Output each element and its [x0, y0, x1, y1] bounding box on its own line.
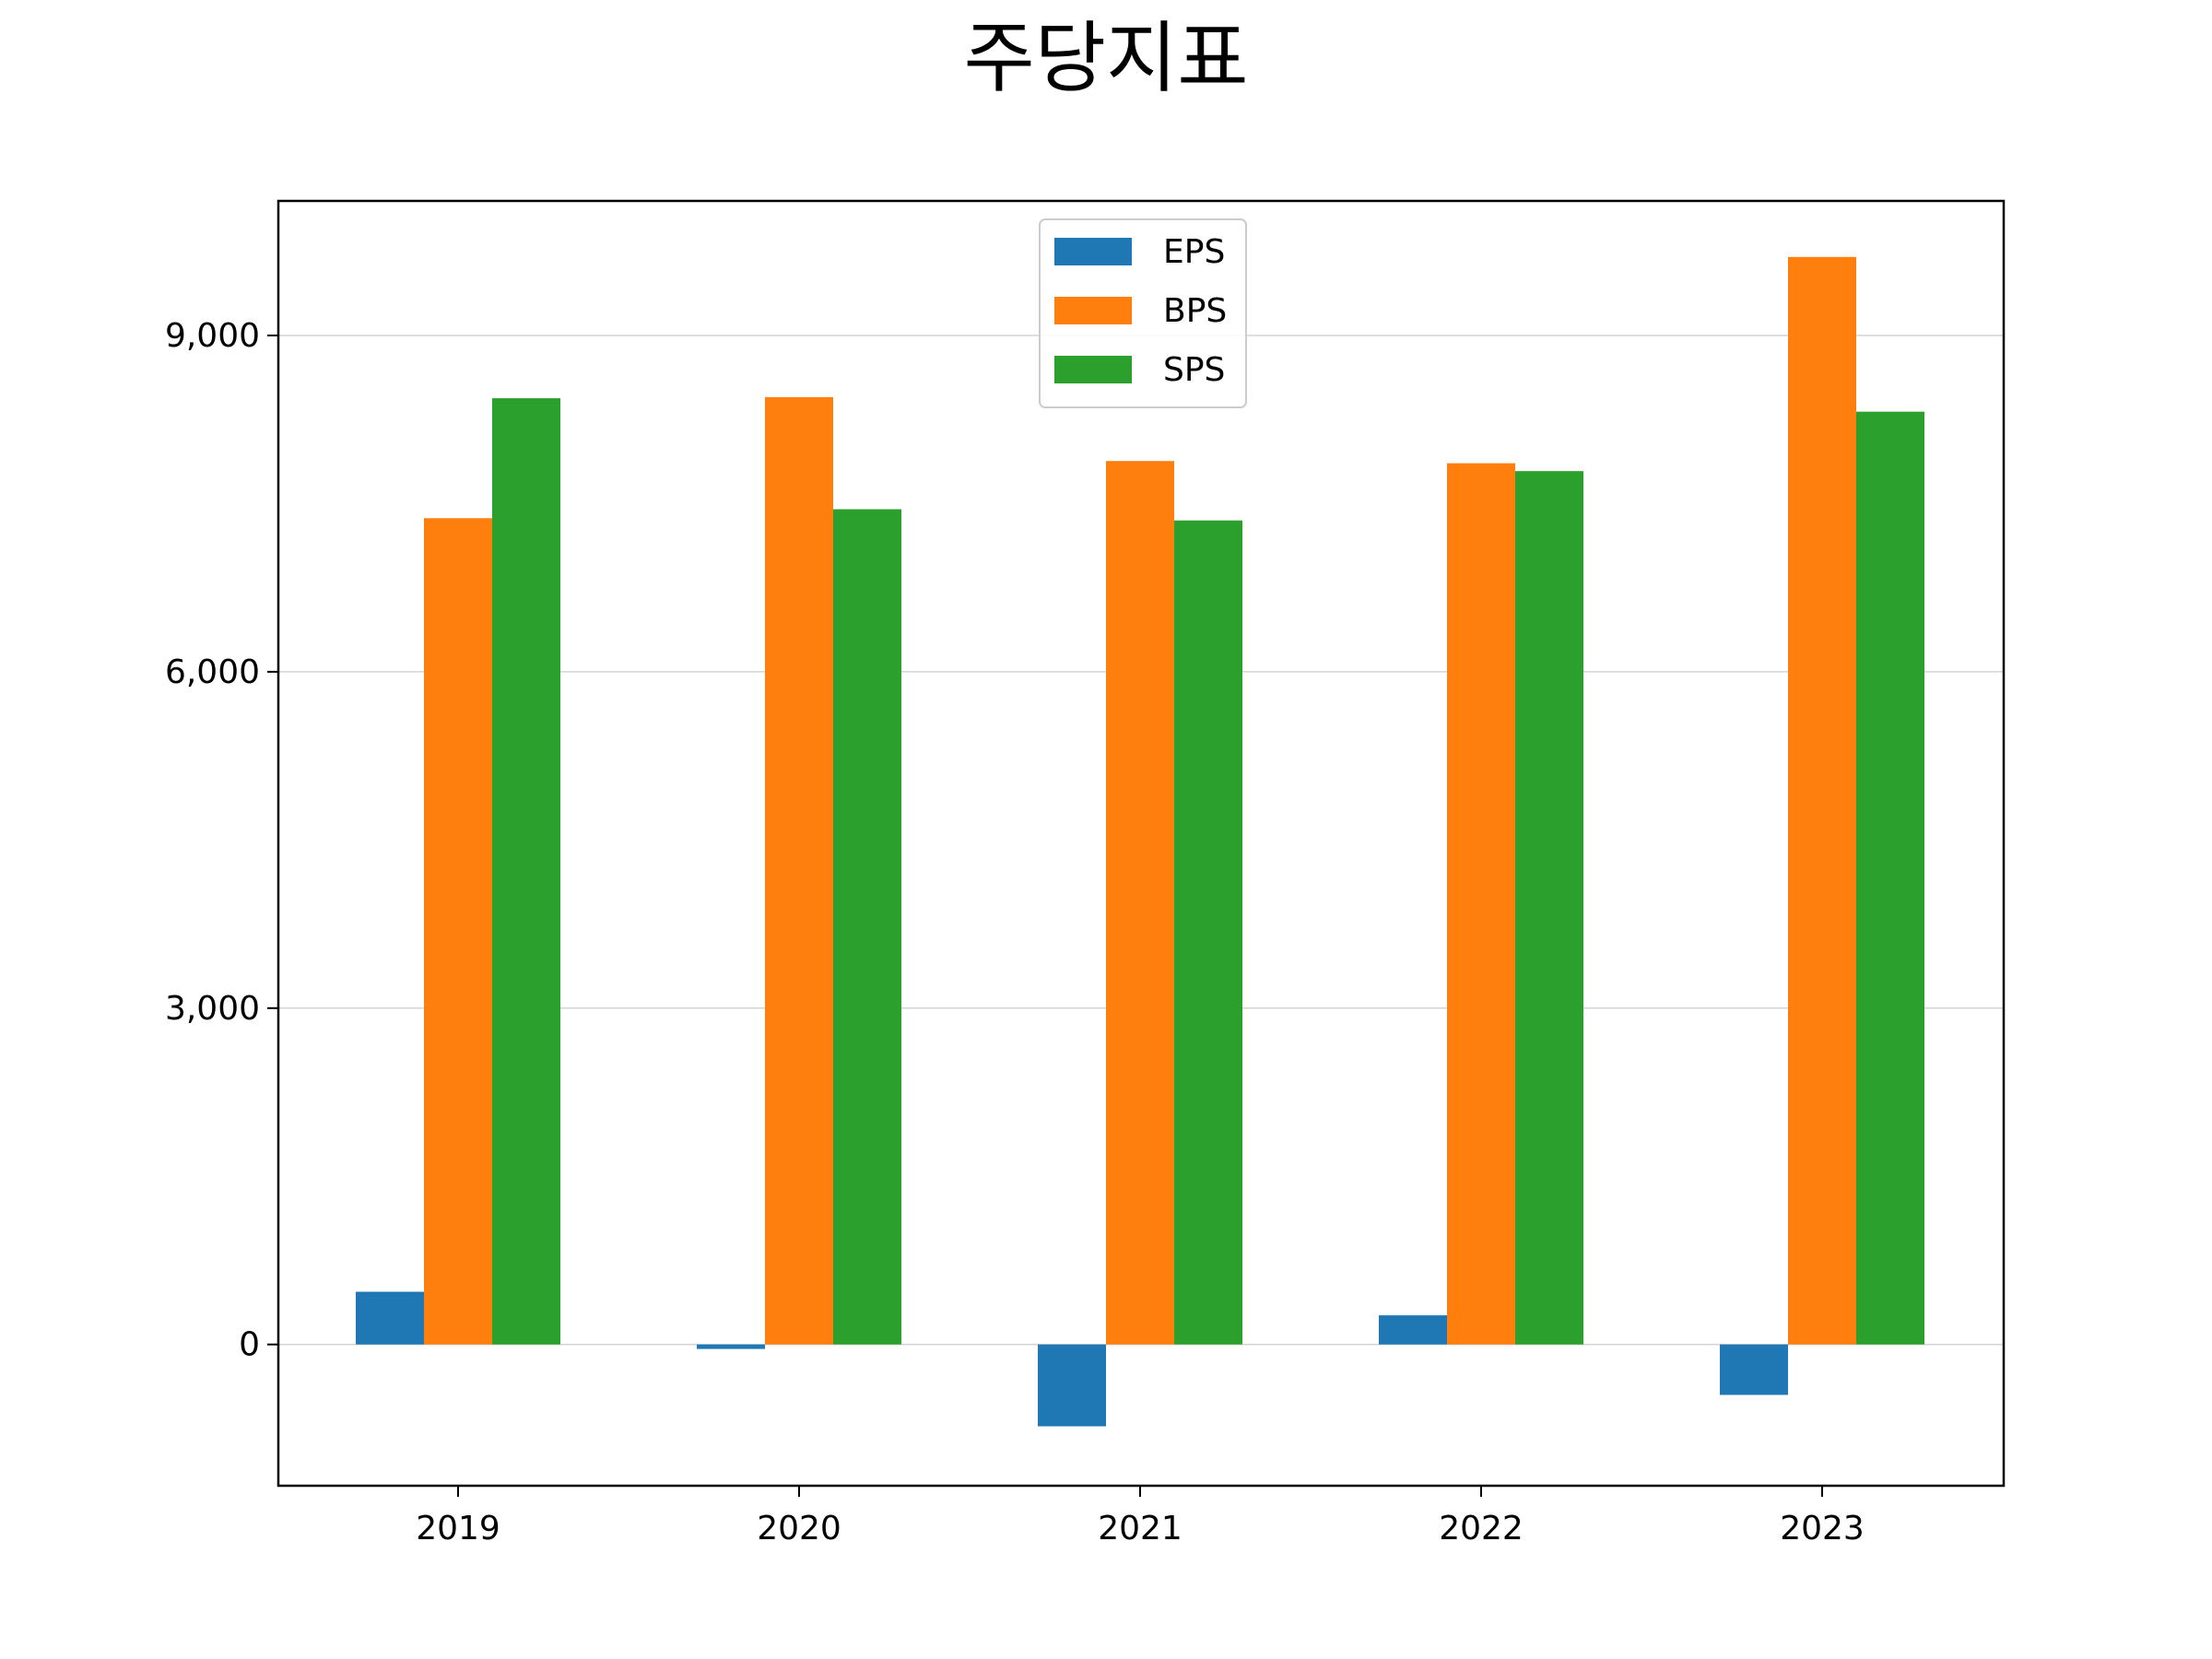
bar-sps-2021	[1174, 520, 1242, 1345]
x-axis: 2019 2020 2021 2022 2023	[416, 1486, 1865, 1547]
bar-bps-2019	[424, 518, 492, 1345]
x-tick-label: 2023	[1780, 1510, 1865, 1547]
bar-eps-2023	[1720, 1344, 1788, 1395]
bars	[356, 256, 1924, 1427]
legend-label-sps: SPS	[1163, 351, 1225, 389]
bar-eps-2020	[697, 1344, 765, 1349]
y-axis: 0 3,000 6,000 9,000	[165, 317, 278, 1364]
bar-sps-2019	[492, 398, 560, 1345]
x-tick-label: 2019	[416, 1510, 500, 1547]
chart-title: 주당지표	[963, 13, 1248, 103]
x-tick-label: 2022	[1439, 1510, 1524, 1547]
bar-eps-2021	[1038, 1344, 1106, 1427]
bar-bps-2023	[1788, 256, 1856, 1345]
bar-sps-2022	[1515, 471, 1583, 1345]
bar-bps-2020	[765, 396, 833, 1345]
x-tick-label: 2020	[757, 1510, 841, 1547]
legend: EPS BPS SPS	[1039, 218, 1247, 408]
y-tick-label: 9,000	[165, 317, 260, 355]
legend-swatch-sps	[1054, 356, 1132, 383]
bar-sps-2020	[833, 509, 901, 1345]
bar-bps-2022	[1447, 463, 1515, 1345]
bar-bps-2021	[1106, 461, 1174, 1345]
y-tick-label: 0	[239, 1326, 260, 1364]
bar-eps-2022	[1379, 1315, 1447, 1345]
y-tick-label: 6,000	[165, 653, 260, 691]
bar-eps-2019	[356, 1291, 424, 1345]
legend-label-bps: BPS	[1163, 292, 1227, 330]
legend-swatch-bps	[1054, 297, 1132, 324]
legend-label-eps: EPS	[1163, 233, 1225, 271]
legend-swatch-eps	[1054, 238, 1132, 265]
y-tick-label: 3,000	[165, 990, 260, 1028]
x-tick-label: 2021	[1098, 1510, 1182, 1547]
bar-sps-2023	[1856, 411, 1924, 1345]
